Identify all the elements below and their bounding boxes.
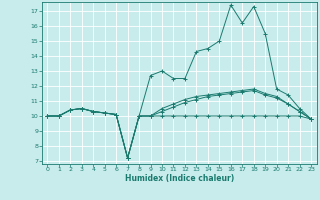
- X-axis label: Humidex (Indice chaleur): Humidex (Indice chaleur): [124, 174, 234, 183]
